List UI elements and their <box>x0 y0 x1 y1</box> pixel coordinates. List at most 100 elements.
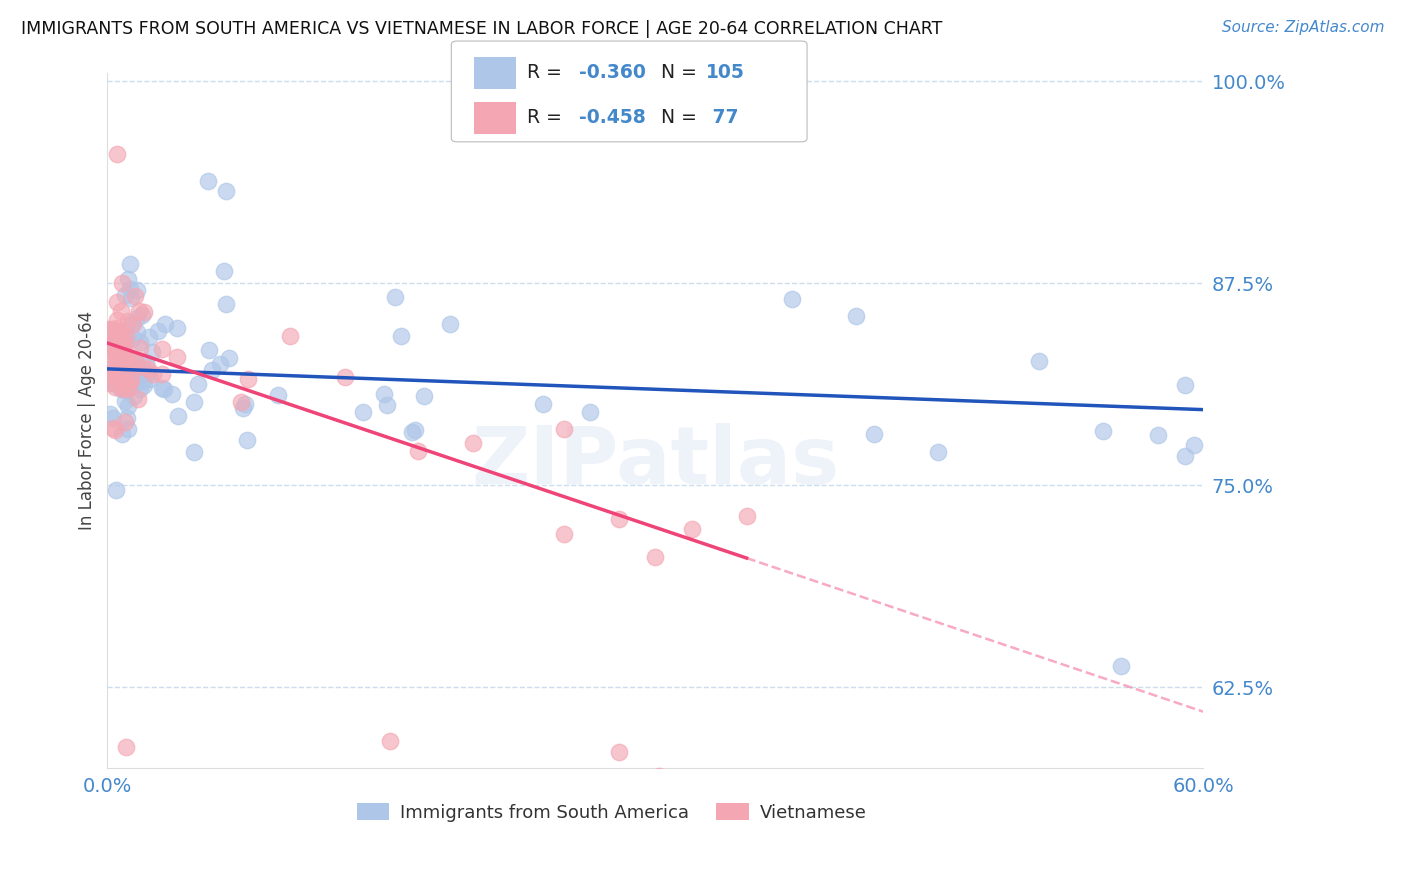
Point <box>124 288 146 302</box>
Point <box>553 422 575 436</box>
Point <box>112 382 135 396</box>
Point <box>104 423 127 437</box>
Point <box>127 357 149 371</box>
Point <box>375 398 398 412</box>
Point <box>108 345 131 359</box>
Point <box>112 364 135 378</box>
Point <box>124 374 146 388</box>
Point <box>114 287 136 301</box>
Point <box>112 336 135 351</box>
Point <box>167 409 190 423</box>
Point <box>105 345 128 359</box>
Point <box>103 336 125 351</box>
Point <box>103 347 125 361</box>
Point <box>107 378 129 392</box>
Point <box>531 396 554 410</box>
Point <box>101 376 124 391</box>
Point <box>98 376 121 390</box>
Point <box>117 352 139 367</box>
Point <box>114 349 136 363</box>
Point <box>124 389 146 403</box>
Point <box>139 371 162 385</box>
Point <box>111 426 134 441</box>
Point <box>127 392 149 406</box>
Legend: Immigrants from South America, Vietnamese: Immigrants from South America, Vietnames… <box>350 796 873 829</box>
Text: IMMIGRANTS FROM SOUTH AMERICA VS VIETNAMESE IN LABOR FORCE | AGE 20-64 CORRELATI: IMMIGRANTS FROM SOUTH AMERICA VS VIETNAM… <box>21 20 942 37</box>
Text: Source: ZipAtlas.com: Source: ZipAtlas.com <box>1222 20 1385 35</box>
Point <box>187 376 209 391</box>
Point <box>183 394 205 409</box>
Point <box>278 328 301 343</box>
Point <box>1091 424 1114 438</box>
Point <box>215 297 238 311</box>
Point <box>735 508 758 523</box>
Point <box>215 184 238 198</box>
Point <box>153 383 176 397</box>
Point <box>110 382 132 396</box>
Point <box>120 257 142 271</box>
Point <box>780 293 803 307</box>
Point <box>201 363 224 377</box>
Point <box>231 395 253 409</box>
Point <box>117 422 139 436</box>
Point <box>267 387 290 401</box>
Point <box>98 323 121 337</box>
Point <box>380 733 402 747</box>
Point <box>104 372 127 386</box>
Point <box>114 324 136 338</box>
Point <box>110 328 132 343</box>
Point <box>103 376 125 390</box>
Point <box>98 340 121 354</box>
Point <box>401 425 423 440</box>
Point <box>101 411 124 425</box>
Point <box>406 443 429 458</box>
Text: -0.360: -0.360 <box>579 63 647 82</box>
Point <box>111 358 134 372</box>
Point <box>117 399 139 413</box>
Point <box>1109 659 1132 673</box>
Point <box>104 367 127 381</box>
Point <box>98 407 121 421</box>
Text: R =: R = <box>527 108 568 128</box>
Text: N =: N = <box>661 63 703 82</box>
Text: N =: N = <box>661 108 703 128</box>
Point <box>110 303 132 318</box>
Point <box>117 271 139 285</box>
Text: ZIPatlas: ZIPatlas <box>471 424 839 501</box>
Point <box>105 373 128 387</box>
Point <box>115 410 138 425</box>
Point <box>112 371 135 385</box>
Point <box>124 376 146 390</box>
Point <box>104 367 127 381</box>
Point <box>1028 354 1050 368</box>
Point <box>121 359 143 373</box>
Point <box>122 317 145 331</box>
Point <box>118 380 141 394</box>
Point <box>108 359 131 373</box>
Point <box>236 433 259 447</box>
Point <box>120 282 142 296</box>
Point <box>105 345 128 359</box>
Point <box>439 317 461 331</box>
Point <box>110 339 132 353</box>
Point <box>129 382 152 396</box>
Point <box>232 401 254 416</box>
Point <box>111 381 134 395</box>
Point <box>150 342 173 356</box>
Point <box>373 387 395 401</box>
Point <box>115 328 138 343</box>
Point <box>218 351 240 365</box>
Point <box>166 350 188 364</box>
Point <box>104 380 127 394</box>
Point <box>128 341 150 355</box>
Point <box>114 415 136 429</box>
Point <box>644 550 666 565</box>
Point <box>927 444 949 458</box>
Point <box>100 325 122 339</box>
Point <box>1174 449 1197 463</box>
Point <box>128 304 150 318</box>
Point <box>160 386 183 401</box>
Point <box>105 355 128 369</box>
Point <box>197 174 219 188</box>
Point <box>125 283 148 297</box>
